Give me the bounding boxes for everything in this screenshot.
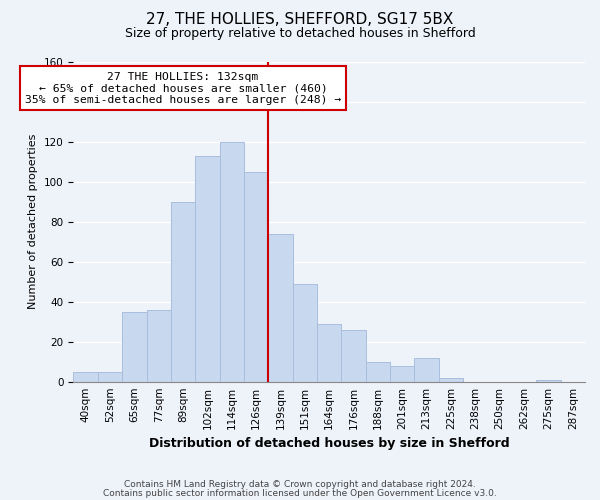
Bar [73, 372, 98, 382]
Bar [244, 172, 268, 382]
Bar [439, 378, 463, 382]
Bar [122, 312, 146, 382]
Bar [98, 372, 122, 382]
Bar [341, 330, 366, 382]
Bar [317, 324, 341, 382]
Y-axis label: Number of detached properties: Number of detached properties [28, 134, 38, 310]
Bar [293, 284, 317, 382]
Bar [366, 362, 390, 382]
Text: 27 THE HOLLIES: 132sqm
← 65% of detached houses are smaller (460)
35% of semi-de: 27 THE HOLLIES: 132sqm ← 65% of detached… [25, 72, 341, 104]
Bar [390, 366, 415, 382]
Text: Contains HM Land Registry data © Crown copyright and database right 2024.: Contains HM Land Registry data © Crown c… [124, 480, 476, 489]
Text: 27, THE HOLLIES, SHEFFORD, SG17 5BX: 27, THE HOLLIES, SHEFFORD, SG17 5BX [146, 12, 454, 28]
Text: Size of property relative to detached houses in Shefford: Size of property relative to detached ho… [125, 28, 475, 40]
Bar [195, 156, 220, 382]
Bar [220, 142, 244, 382]
X-axis label: Distribution of detached houses by size in Shefford: Distribution of detached houses by size … [149, 437, 509, 450]
Bar [171, 202, 195, 382]
Bar [146, 310, 171, 382]
Text: Contains public sector information licensed under the Open Government Licence v3: Contains public sector information licen… [103, 488, 497, 498]
Bar [536, 380, 560, 382]
Bar [268, 234, 293, 382]
Bar [415, 358, 439, 382]
